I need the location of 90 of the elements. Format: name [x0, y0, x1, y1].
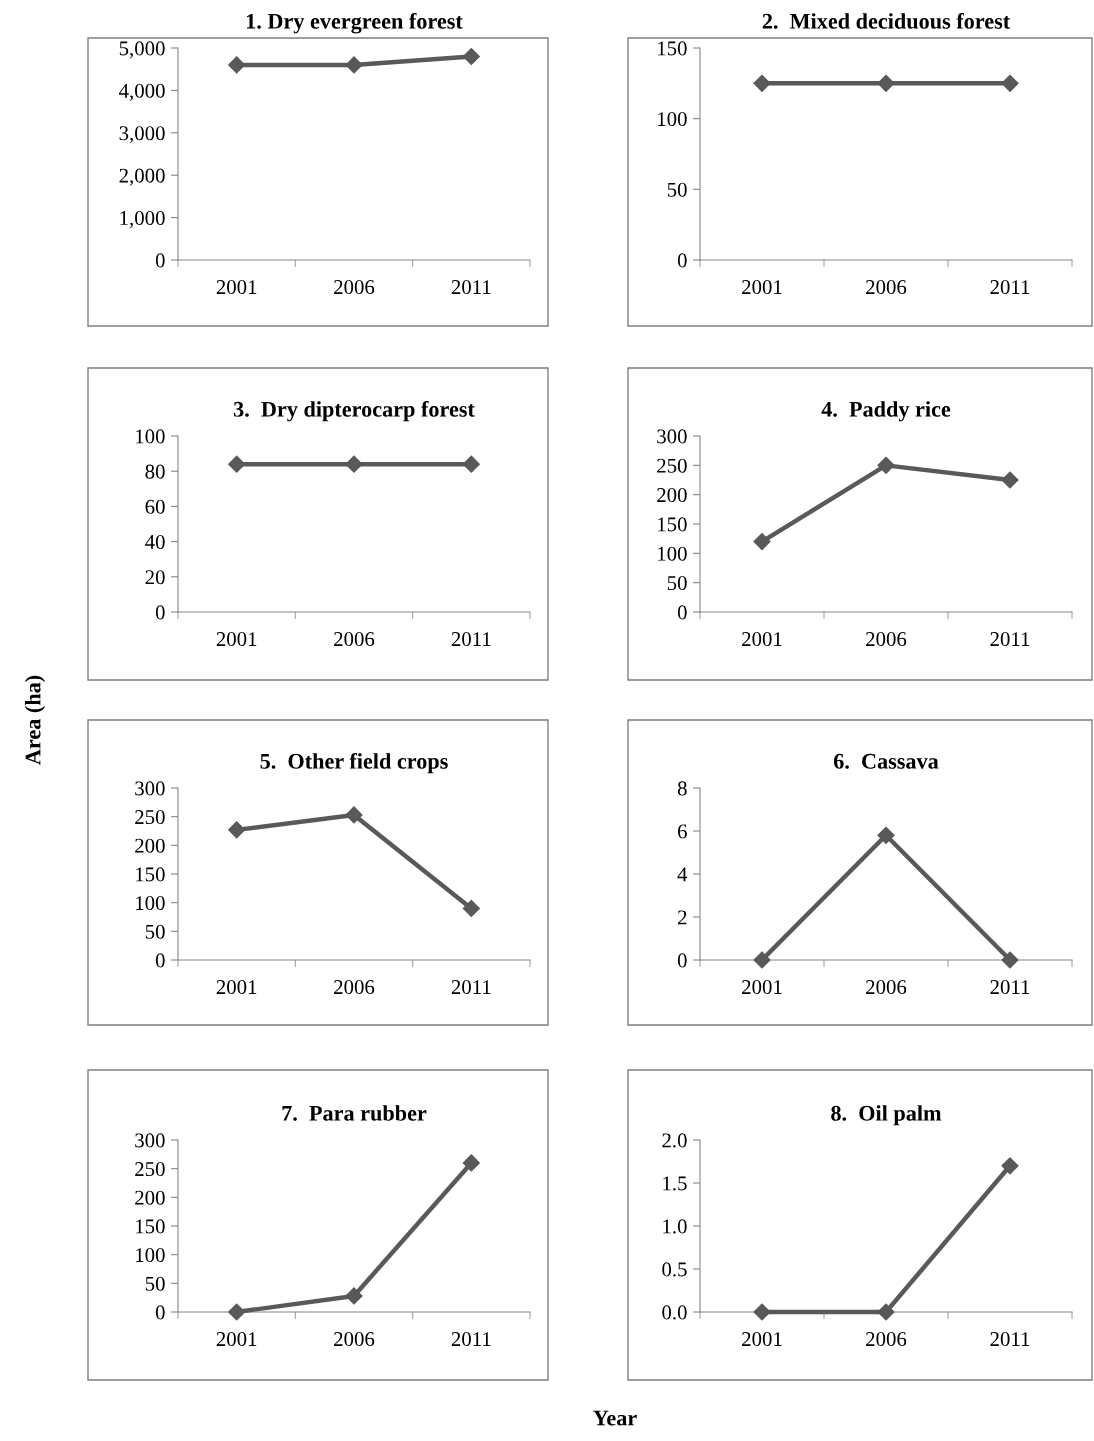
x-tick-label: 2001	[742, 632, 782, 647]
y-tick-label: 100	[136, 429, 165, 444]
y-tick-label: 100	[136, 896, 165, 911]
y-tick-label: 1.0	[663, 1219, 687, 1234]
y-tick-label: 50	[667, 576, 687, 591]
chart-title: 8. Oil palm	[831, 1105, 942, 1126]
x-tick-label: 2011	[990, 1332, 1030, 1347]
y-tick-label: 100	[136, 1248, 165, 1263]
y-tick-label: 4	[677, 867, 688, 882]
y-tick-label: 250	[657, 458, 687, 473]
x-tick-label: 2001	[742, 280, 782, 295]
x-tick-label: 2011	[990, 280, 1030, 295]
x-tick-label: 2011	[990, 632, 1030, 647]
y-tick-label: 250	[135, 1162, 165, 1177]
x-tick-label: 2001	[216, 1332, 257, 1347]
y-tick-label: 150	[658, 517, 687, 532]
y-tick-label: 0	[155, 1305, 165, 1320]
y-tick-label: 1.5	[663, 1176, 687, 1191]
y-axis-title: Area (ha)	[24, 675, 46, 765]
x-tick-label: 2001	[742, 980, 782, 995]
x-tick-label: 2006	[866, 1332, 907, 1347]
y-tick-label: 60	[145, 499, 165, 514]
y-tick-label: 250	[135, 810, 165, 825]
y-tick-label: 0	[677, 605, 687, 620]
y-tick-label: 5,000	[119, 41, 165, 59]
y-tick-label: 0	[677, 953, 687, 968]
chart-title: 5. Other field crops	[260, 752, 448, 774]
y-tick-label: 2,000	[119, 168, 165, 186]
x-axis-title: Year	[593, 1410, 637, 1426]
y-tick-label: 200	[135, 1190, 165, 1205]
y-tick-label: 40	[145, 534, 165, 550]
chart-title: 7. Para rubber	[282, 1105, 427, 1121]
y-tick-label: 50	[145, 1276, 165, 1291]
y-tick-label: 200	[657, 488, 687, 503]
y-tick-label: 0.5	[662, 1262, 687, 1277]
y-tick-label: 50	[145, 924, 165, 939]
point	[228, 821, 246, 839]
x-tick-label: 2006	[334, 1332, 375, 1347]
y-tick-label: 0	[155, 605, 165, 620]
chart-title: 3. Dry dipterocarp forest	[233, 400, 475, 422]
y-tick-label: 200	[135, 838, 165, 853]
y-tick-label: 150	[136, 867, 165, 882]
point	[228, 1303, 246, 1321]
chart-title: 1. Dry evergreen forest	[246, 12, 463, 34]
y-tick-label: 150	[136, 1219, 165, 1234]
y-tick-label: 4,000	[119, 83, 165, 101]
y-tick-label: 0	[155, 953, 165, 968]
y-tick-label: 3,000	[119, 126, 165, 144]
x-tick-label: 2011	[451, 980, 491, 995]
y-tick-label: 6	[677, 824, 687, 839]
y-tick-label: 300	[657, 429, 687, 444]
y-tick-label: 8	[677, 781, 687, 796]
chart-title: 4. Paddy rice	[821, 401, 951, 422]
x-tick-label: 2011	[451, 632, 491, 647]
x-tick-label: 2001	[216, 280, 257, 295]
y-tick-label: 0	[677, 253, 687, 268]
x-tick-label: 2006	[866, 632, 907, 647]
y-tick-label: 0	[155, 253, 165, 268]
y-tick-label: 300	[135, 781, 165, 796]
y-tick-label: 20	[145, 570, 165, 585]
x-tick-label: 2006	[866, 980, 907, 995]
y-tick-label: 150	[658, 41, 687, 56]
x-tick-label: 2001	[216, 980, 257, 995]
point	[877, 456, 895, 474]
y-tick-label: 100	[658, 546, 687, 561]
y-tick-label: 80	[145, 464, 165, 479]
chart-title: 6. Cassava	[833, 753, 939, 769]
x-tick-label: 2006	[866, 280, 907, 295]
y-tick-label: 300	[135, 1133, 165, 1148]
y-tick-label: 0.0	[662, 1305, 687, 1320]
y-tick-label: 50	[667, 182, 687, 197]
y-tick-label: 1,000	[120, 210, 165, 229]
point	[345, 806, 363, 824]
point	[462, 1154, 480, 1172]
x-tick-label: 2006	[334, 632, 375, 647]
x-tick-label: 2006	[334, 280, 375, 295]
point	[1001, 471, 1019, 489]
x-tick-label: 2011	[451, 1332, 491, 1347]
x-tick-label: 2006	[334, 980, 375, 995]
x-tick-label: 2001	[216, 632, 257, 647]
y-tick-label: 100	[658, 112, 687, 127]
x-tick-label: 2001	[742, 1332, 782, 1347]
y-tick-label: 2.0	[662, 1133, 687, 1148]
point	[345, 1287, 363, 1305]
x-tick-label: 2011	[990, 980, 1030, 995]
point	[462, 899, 480, 917]
point	[753, 533, 771, 551]
chart-title: 2. Mixed deciduous forest	[762, 12, 1011, 29]
y-tick-label: 2	[678, 910, 687, 925]
x-tick-label: 2011	[451, 280, 491, 295]
